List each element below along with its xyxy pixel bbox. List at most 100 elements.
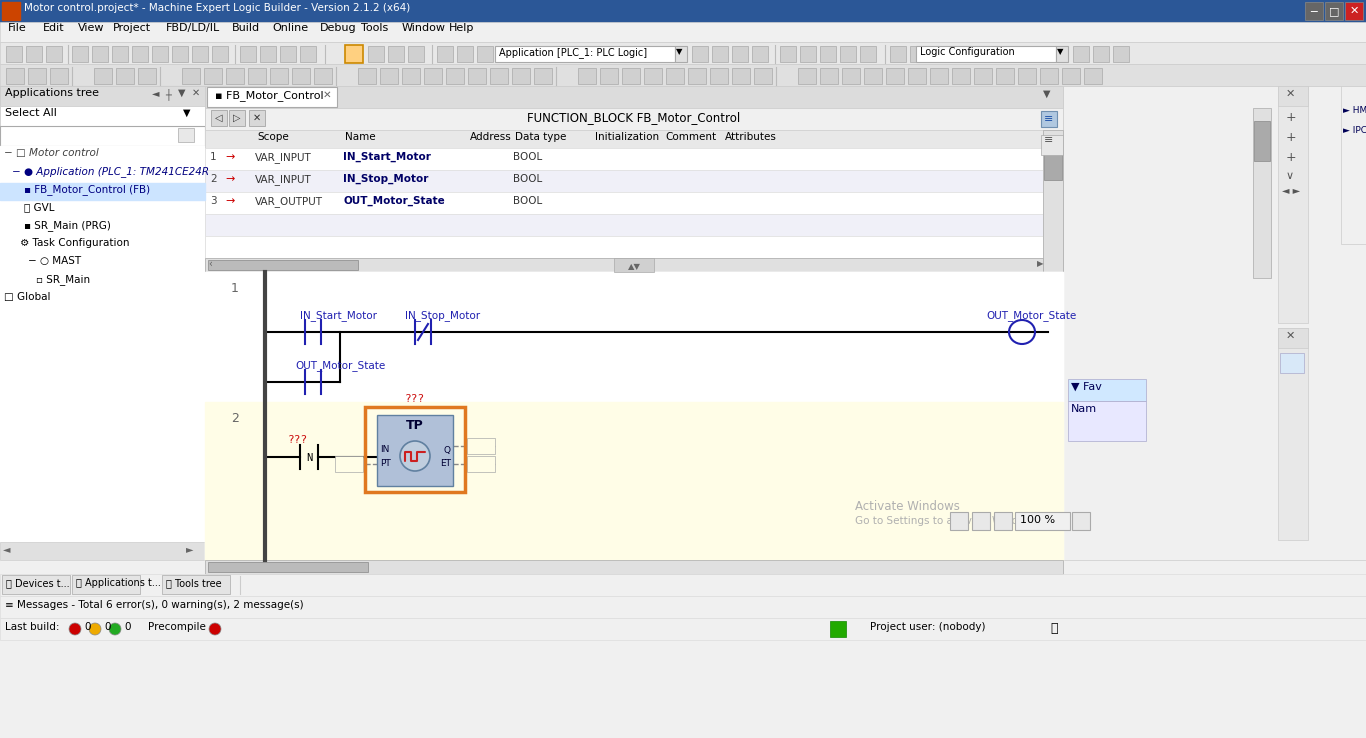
Text: Comment: Comment <box>665 132 716 142</box>
Bar <box>1113 46 1130 62</box>
Text: →: → <box>225 152 235 162</box>
Bar <box>675 46 687 62</box>
Bar <box>1074 46 1089 62</box>
Bar <box>0 183 205 200</box>
Bar <box>208 260 358 270</box>
Text: Project user: (nobody): Project user: (nobody) <box>870 622 985 632</box>
Bar <box>423 68 443 84</box>
Bar <box>0 86 205 560</box>
Bar <box>1253 108 1270 278</box>
Text: ► IPC: ► IPC <box>1343 126 1366 135</box>
Bar <box>388 46 404 62</box>
Bar <box>249 110 265 126</box>
Text: Attributes: Attributes <box>725 132 777 142</box>
Text: Go to Settings to activate Windows.: Go to Settings to activate Windows. <box>855 516 1042 526</box>
Text: IN_Start_Motor: IN_Start_Motor <box>343 152 430 162</box>
Text: 🌐 GVL: 🌐 GVL <box>25 202 55 212</box>
Bar <box>622 68 641 84</box>
Text: 🔒: 🔒 <box>1050 622 1057 635</box>
Bar <box>1044 130 1063 280</box>
Bar <box>205 560 1063 574</box>
Text: − ● Application (PLC_1: TM241CE24R: − ● Application (PLC_1: TM241CE24R <box>12 166 209 177</box>
Bar <box>437 46 454 62</box>
Text: File: File <box>8 23 27 33</box>
Text: Q: Q <box>444 446 451 455</box>
Bar <box>212 46 228 62</box>
Bar <box>753 46 768 62</box>
Bar <box>1041 111 1057 127</box>
Text: VAR_INPUT: VAR_INPUT <box>255 174 311 185</box>
Bar <box>0 0 1366 22</box>
Bar <box>377 415 454 486</box>
Bar <box>0 64 1366 86</box>
Text: Tools: Tools <box>361 23 388 33</box>
Bar <box>0 106 205 126</box>
Bar <box>335 456 363 472</box>
Text: Online: Online <box>273 23 309 33</box>
Bar <box>51 68 68 84</box>
Bar <box>780 46 796 62</box>
Bar <box>732 68 750 84</box>
Text: +: + <box>1285 151 1296 164</box>
Text: 2: 2 <box>210 174 217 184</box>
Bar <box>0 42 1366 64</box>
Bar <box>534 68 552 84</box>
Text: ┼: ┼ <box>165 88 171 100</box>
Text: Window: Window <box>402 23 445 33</box>
Bar <box>537 46 553 62</box>
Bar <box>887 68 904 84</box>
Bar <box>358 68 376 84</box>
Bar <box>800 46 816 62</box>
Bar <box>367 46 384 62</box>
Bar <box>0 22 1366 42</box>
Bar <box>710 68 728 84</box>
Text: BOOL: BOOL <box>514 196 542 206</box>
Bar <box>208 562 367 572</box>
Text: Data type: Data type <box>515 132 567 142</box>
Text: ≡ Messages - Total 6 error(s), 0 warning(s), 2 message(s): ≡ Messages - Total 6 error(s), 0 warning… <box>5 600 303 610</box>
Bar <box>0 596 1366 618</box>
Circle shape <box>209 623 221 635</box>
Bar <box>280 46 296 62</box>
Bar <box>891 46 906 62</box>
Bar <box>497 46 514 62</box>
Bar <box>205 258 1044 280</box>
Bar <box>205 170 1044 192</box>
Text: 🔧 Tools tree: 🔧 Tools tree <box>167 578 221 588</box>
Bar <box>840 46 856 62</box>
Bar <box>205 108 1063 130</box>
Bar <box>72 46 87 62</box>
Text: 0: 0 <box>124 622 131 632</box>
Text: − □ Motor control: − □ Motor control <box>4 148 98 158</box>
Text: 100 %: 100 % <box>1020 515 1055 525</box>
Text: Logic Configuration: Logic Configuration <box>919 47 1015 57</box>
Text: 0: 0 <box>83 622 90 632</box>
Text: ◄ ►: ◄ ► <box>1283 186 1300 196</box>
Bar <box>205 130 1044 148</box>
Bar <box>5 68 25 84</box>
Bar <box>133 46 148 62</box>
Bar <box>1085 68 1102 84</box>
Text: ▪ FB_Motor_Control (FB): ▪ FB_Motor_Control (FB) <box>25 184 150 195</box>
Bar <box>27 68 46 84</box>
Circle shape <box>400 441 430 471</box>
Text: Nam: Nam <box>1071 404 1097 414</box>
Bar <box>516 46 533 62</box>
Text: ▼: ▼ <box>1057 47 1064 56</box>
Text: 🌱 Applications t...: 🌱 Applications t... <box>76 578 161 588</box>
Text: VAR_INPUT: VAR_INPUT <box>255 152 311 163</box>
Text: ▪ SR_Main (PRG): ▪ SR_Main (PRG) <box>25 220 111 231</box>
Bar <box>1279 328 1309 348</box>
Bar <box>1041 135 1063 155</box>
Bar <box>249 68 266 84</box>
Text: ▼: ▼ <box>676 47 683 56</box>
Text: ▼: ▼ <box>183 108 190 118</box>
Text: ▼: ▼ <box>178 88 186 98</box>
Bar <box>1063 86 1366 560</box>
Bar <box>952 68 970 84</box>
Bar <box>229 110 245 126</box>
Text: Debug: Debug <box>320 23 357 33</box>
Text: Help: Help <box>449 23 474 33</box>
Bar <box>467 438 494 454</box>
Bar <box>0 542 205 560</box>
